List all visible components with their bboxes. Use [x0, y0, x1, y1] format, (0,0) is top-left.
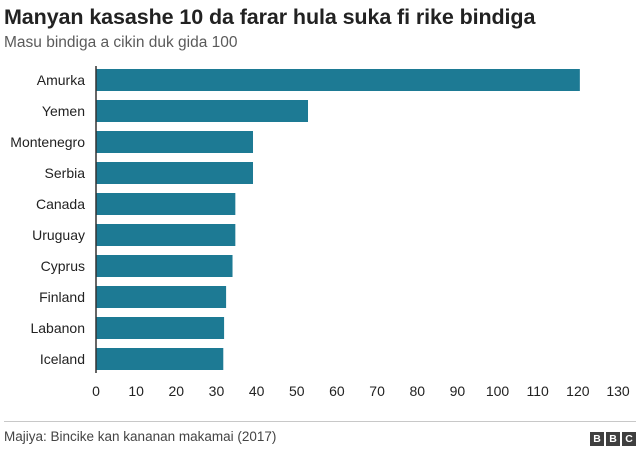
bar-canada — [96, 193, 236, 215]
bar-amurka — [96, 69, 580, 91]
x-tick-label: 50 — [289, 383, 305, 399]
bar-iceland — [96, 348, 224, 370]
chart-subtitle: Masu bindiga a cikin duk gida 100 — [4, 34, 238, 51]
x-tick-label: 30 — [209, 383, 225, 399]
x-tick-label: 0 — [92, 383, 100, 399]
bar-serbia — [96, 162, 254, 184]
category-label: Uruguay — [32, 227, 85, 243]
category-label: Canada — [36, 196, 85, 212]
x-tick-label: 80 — [409, 383, 425, 399]
category-label: Amurka — [37, 72, 85, 88]
bar-cyprus — [96, 255, 233, 277]
x-tick-label: 100 — [486, 383, 510, 399]
bbc-logo: B B C — [590, 432, 636, 446]
x-tick-label: 120 — [566, 383, 590, 399]
category-label: Cyprus — [41, 258, 85, 274]
x-tick-label: 40 — [249, 383, 265, 399]
x-tick-label: 90 — [450, 383, 466, 399]
x-tick-label: 60 — [329, 383, 345, 399]
category-label: Finland — [39, 289, 85, 305]
x-tick-label: 130 — [606, 383, 630, 399]
category-label: Montenegro — [10, 134, 85, 150]
category-label: Labanon — [30, 320, 85, 336]
logo-letter: B — [606, 432, 620, 446]
footer-divider — [4, 421, 636, 422]
x-tick-label: 10 — [128, 383, 144, 399]
x-tick-label: 110 — [527, 383, 550, 399]
bar-yemen — [96, 100, 309, 122]
x-tick-label: 70 — [369, 383, 385, 399]
bar-chart: Amurka Yemen Montenegro Serbia Canada Uruguay… — [10, 66, 630, 399]
category-label: Serbia — [45, 165, 86, 181]
logo-letter: C — [622, 432, 636, 446]
bar-uruguay — [96, 224, 236, 246]
category-label: Iceland — [40, 351, 85, 367]
bar-finland — [96, 286, 227, 308]
bar-labanon — [96, 317, 225, 339]
logo-letter: B — [590, 432, 604, 446]
source-note: Majiya: Bincike kan kananan makamai (201… — [4, 429, 277, 444]
chart-title: Manyan kasashe 10 da farar hula suka fi … — [4, 5, 536, 29]
bar-montenegro — [96, 131, 254, 153]
category-label: Yemen — [42, 103, 85, 119]
x-tick-label: 20 — [169, 383, 185, 399]
